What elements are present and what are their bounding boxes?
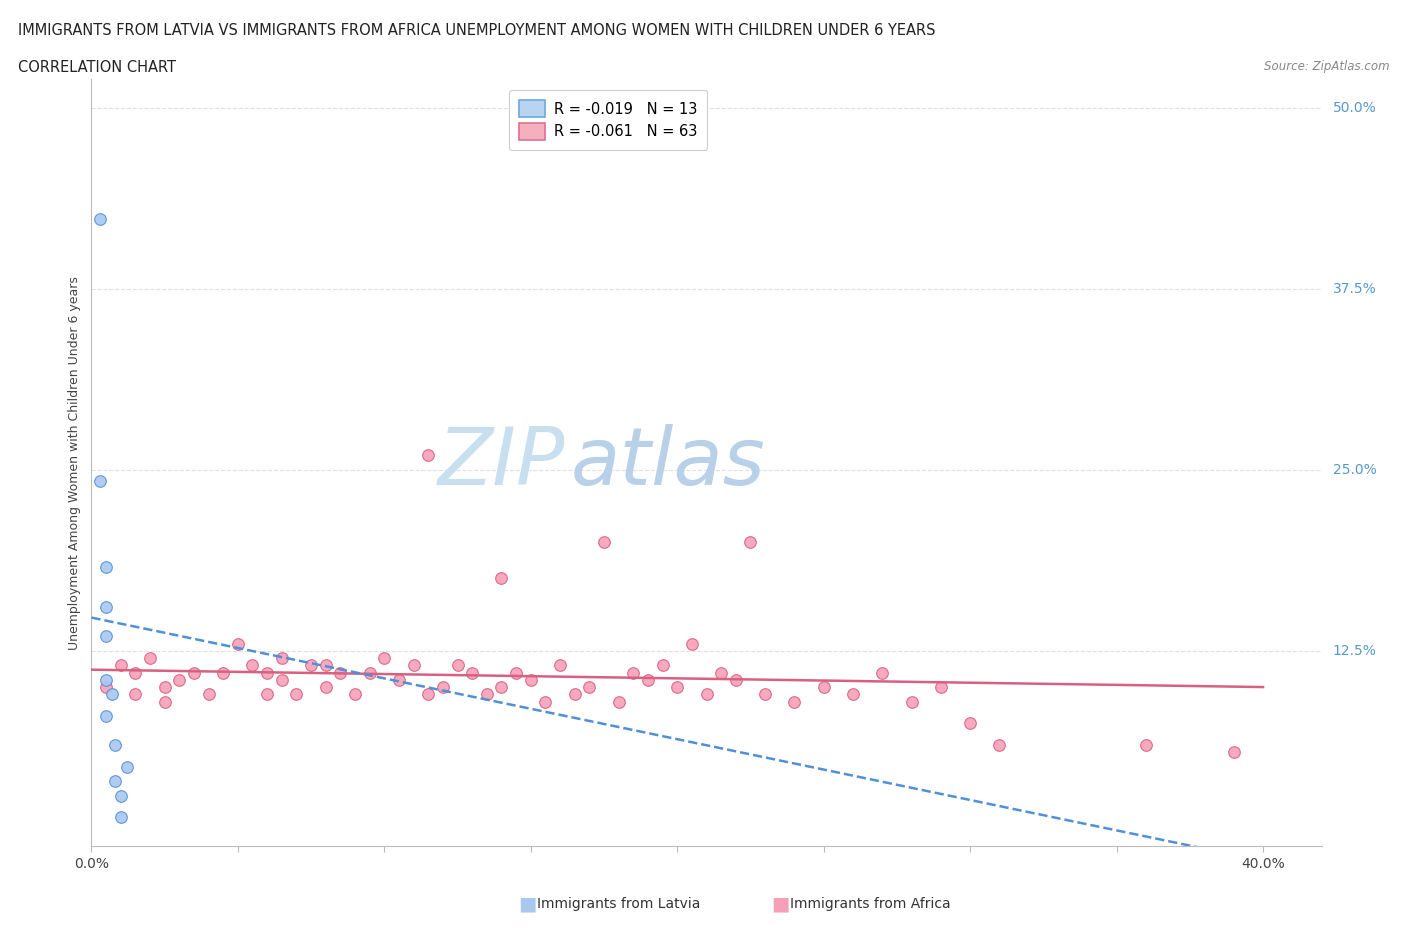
Point (724, 672, 747, 687)
Point (593, 535, 616, 550)
Text: 37.5%: 37.5% (1333, 282, 1376, 296)
Point (418, 687, 440, 702)
Point (681, 636, 703, 651)
Point (988, 737, 1011, 752)
Point (270, 651, 292, 666)
Point (388, 672, 411, 687)
Point (101, 687, 124, 702)
Point (329, 665, 352, 680)
Point (475, 687, 498, 702)
Point (256, 665, 278, 680)
Point (446, 658, 468, 672)
Point (94, 709, 117, 724)
Text: CORRELATION CHART: CORRELATION CHART (18, 60, 176, 75)
Text: 25.0%: 25.0% (1333, 463, 1376, 477)
Text: 12.5%: 12.5% (1333, 644, 1376, 658)
Point (285, 687, 308, 702)
Text: ■: ■ (517, 895, 537, 913)
Point (505, 665, 527, 680)
Point (740, 535, 762, 550)
Point (842, 687, 865, 702)
Point (666, 680, 689, 695)
Point (94, 672, 117, 687)
Point (359, 665, 381, 680)
Point (754, 687, 776, 702)
Point (270, 672, 292, 687)
Point (124, 687, 146, 702)
Point (94, 680, 117, 695)
Point (89, 474, 111, 489)
Point (169, 672, 191, 687)
Point (651, 658, 673, 672)
Point (621, 665, 644, 680)
Point (104, 737, 127, 752)
Text: Immigrants from Africa: Immigrants from Africa (790, 897, 950, 911)
Point (959, 716, 981, 731)
Point (637, 672, 659, 687)
Point (870, 665, 894, 680)
Point (519, 672, 541, 687)
Point (900, 694, 922, 709)
Y-axis label: Unemployment Among Women with Children Under 6 years: Unemployment Among Women with Children U… (67, 275, 82, 650)
Point (432, 680, 454, 695)
Point (813, 680, 835, 695)
Point (124, 665, 146, 680)
Point (695, 687, 717, 702)
Point (212, 665, 235, 680)
Point (402, 658, 425, 672)
Point (197, 687, 219, 702)
Text: atlas: atlas (571, 424, 766, 501)
Point (491, 680, 513, 695)
Point (89, 212, 111, 227)
Point (1222, 745, 1246, 760)
Point (242, 658, 264, 672)
Point (929, 680, 952, 695)
Point (94, 600, 117, 615)
Point (578, 680, 600, 695)
Point (256, 687, 278, 702)
Point (110, 658, 132, 672)
Text: ZIP: ZIP (437, 424, 565, 501)
Point (491, 571, 513, 586)
Text: 50.0%: 50.0% (1333, 101, 1376, 115)
Point (299, 658, 322, 672)
Legend: R = -0.019   N = 13, R = -0.061   N = 63: R = -0.019 N = 13, R = -0.061 N = 63 (509, 90, 707, 150)
Point (315, 658, 337, 672)
Point (94, 629, 117, 644)
Point (183, 665, 205, 680)
Point (226, 636, 249, 651)
Point (315, 680, 337, 695)
Point (548, 658, 571, 672)
Point (104, 774, 127, 789)
Point (110, 810, 132, 825)
Point (607, 694, 630, 709)
Point (783, 694, 806, 709)
Point (153, 694, 176, 709)
Point (534, 694, 557, 709)
Point (153, 680, 176, 695)
Point (139, 651, 162, 666)
Text: Source: ZipAtlas.com: Source: ZipAtlas.com (1264, 60, 1389, 73)
Point (461, 665, 484, 680)
Point (115, 759, 138, 774)
Text: IMMIGRANTS FROM LATVIA VS IMMIGRANTS FROM AFRICA UNEMPLOYMENT AMONG WOMEN WITH C: IMMIGRANTS FROM LATVIA VS IMMIGRANTS FRO… (18, 23, 936, 38)
Point (564, 687, 586, 702)
Point (94, 560, 117, 575)
Text: Immigrants from Latvia: Immigrants from Latvia (537, 897, 700, 911)
Point (110, 789, 132, 804)
Point (343, 687, 366, 702)
Point (710, 665, 733, 680)
Point (1135, 737, 1157, 752)
Point (418, 448, 440, 463)
Point (373, 651, 395, 666)
Text: ■: ■ (770, 895, 790, 913)
